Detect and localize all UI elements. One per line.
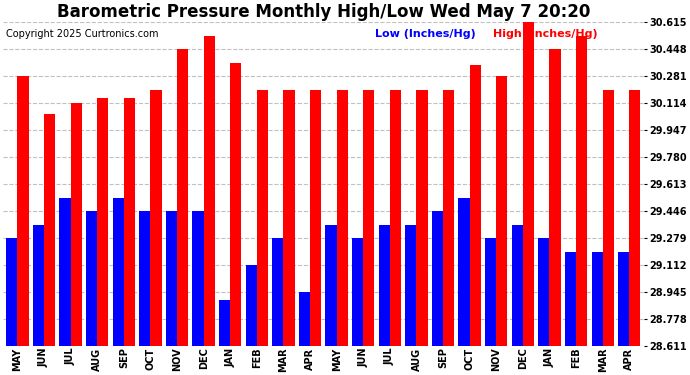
Bar	[97, 98, 108, 346]
Bar	[405, 225, 417, 346]
Bar	[284, 90, 295, 346]
Bar	[124, 98, 135, 346]
Bar	[602, 90, 614, 346]
Bar	[86, 211, 97, 346]
Bar	[193, 211, 204, 346]
Bar	[390, 90, 401, 346]
Bar	[432, 211, 443, 346]
Bar	[485, 238, 496, 346]
Bar	[565, 252, 576, 346]
Bar	[443, 90, 454, 346]
Bar	[379, 225, 390, 346]
Bar	[538, 238, 549, 346]
Bar	[512, 225, 523, 346]
Bar	[337, 90, 348, 346]
Text: Copyright 2025 Curtronics.com: Copyright 2025 Curtronics.com	[6, 29, 159, 39]
Bar	[17, 76, 28, 346]
Bar	[6, 238, 17, 346]
Bar	[417, 90, 428, 346]
Bar	[629, 90, 640, 346]
Text: Low (Inches/Hg): Low (Inches/Hg)	[375, 29, 475, 39]
Bar	[363, 90, 375, 346]
Bar	[591, 252, 602, 346]
Bar	[273, 238, 284, 346]
Bar	[246, 265, 257, 346]
Bar	[166, 211, 177, 346]
Bar	[352, 238, 363, 346]
Bar	[139, 211, 150, 346]
Bar	[70, 103, 82, 346]
Bar	[112, 198, 124, 346]
Bar	[458, 198, 470, 346]
Bar	[230, 63, 241, 346]
Bar	[59, 198, 70, 346]
Bar	[326, 225, 337, 346]
Bar	[549, 50, 561, 346]
Bar	[33, 225, 44, 346]
Bar	[204, 36, 215, 346]
Bar	[150, 90, 161, 346]
Bar	[44, 114, 55, 346]
Title: Barometric Pressure Monthly High/Low Wed May 7 20:20: Barometric Pressure Monthly High/Low Wed…	[57, 3, 590, 21]
Bar	[576, 36, 587, 346]
Bar	[310, 90, 322, 346]
Bar	[299, 292, 310, 346]
Bar	[496, 76, 507, 346]
Bar	[219, 300, 230, 346]
Bar	[618, 252, 629, 346]
Bar	[177, 50, 188, 346]
Text: High (Inches/Hg): High (Inches/Hg)	[493, 29, 598, 39]
Bar	[470, 64, 481, 346]
Bar	[523, 22, 534, 346]
Bar	[257, 90, 268, 346]
